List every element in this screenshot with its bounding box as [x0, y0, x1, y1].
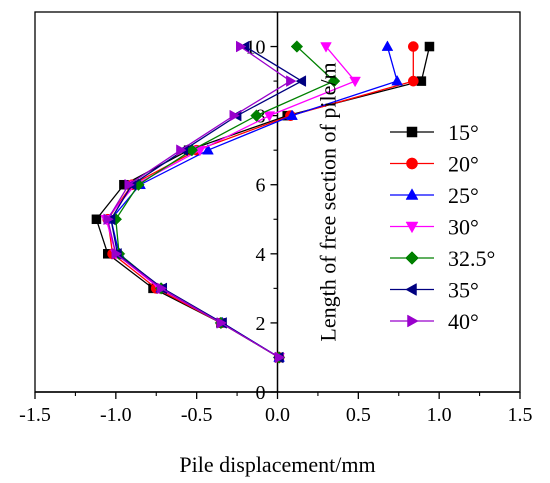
legend-item: 40°: [390, 309, 479, 334]
data-point: [176, 144, 187, 157]
legend-marker: [405, 188, 419, 200]
series-4: [109, 40, 341, 364]
data-point: [424, 41, 435, 52]
x-tick-label: -1.5: [19, 404, 51, 426]
data-point: [91, 214, 102, 225]
data-point: [236, 40, 247, 53]
legend-item: 15°: [390, 120, 479, 145]
legend-label: 35°: [448, 278, 479, 303]
series-line: [110, 45, 304, 359]
legend-item: 20°: [390, 152, 479, 177]
data-point: [349, 76, 361, 88]
legend-item: 30°: [390, 215, 479, 240]
data-point: [124, 178, 135, 191]
series-2: [105, 40, 403, 362]
x-axis: -1.5 -1.0 -0.5 0.0 0.5 1.0 1.5: [19, 391, 533, 426]
data-point: [156, 282, 168, 295]
legend-label: 25°: [448, 183, 479, 208]
x-tick-label: 1.5: [508, 404, 533, 426]
data-point: [327, 74, 341, 88]
legend-marker: [405, 251, 419, 265]
x-axis-title: Pile displacement/mm: [179, 452, 375, 477]
series-line: [107, 46, 292, 359]
y-axis: 0246810: [246, 11, 279, 404]
y-tick-label: 6: [256, 175, 266, 197]
data-point: [250, 109, 263, 122]
legend-marker: [405, 221, 419, 234]
data-point: [103, 213, 114, 226]
data-point: [391, 74, 403, 86]
legend-marker: [405, 283, 417, 296]
data-point: [216, 317, 228, 329]
data-point: [229, 109, 240, 122]
x-tick-label: -0.5: [181, 404, 213, 426]
data-point: [274, 351, 286, 364]
data-point: [320, 42, 332, 53]
x-tick-label: 1.0: [427, 404, 452, 426]
series-6: [103, 40, 297, 364]
series-line: [95, 46, 431, 359]
legend-label: 30°: [448, 215, 479, 240]
data-point: [286, 109, 298, 120]
y-tick-label: 0: [256, 382, 266, 404]
legend-item: 32.5°: [390, 246, 495, 271]
legend-label: 40°: [448, 309, 479, 334]
data-point: [407, 41, 419, 52]
series-line: [110, 46, 398, 359]
data-point: [381, 40, 394, 51]
y-tick-label: 2: [256, 313, 266, 335]
y-axis-title: Length of free section of pile/m: [316, 62, 341, 341]
data-point: [286, 75, 297, 87]
x-tick-label: -1.0: [100, 404, 132, 426]
legend-item: 25°: [390, 183, 479, 208]
legend-label: 15°: [448, 120, 479, 145]
legend-item: 35°: [390, 278, 479, 303]
legend-label: 32.5°: [448, 246, 495, 271]
data-point: [290, 40, 304, 53]
legend-label: 20°: [448, 152, 479, 177]
series-line: [115, 46, 336, 359]
data-point: [202, 144, 214, 155]
x-tick-label: 0.0: [265, 404, 290, 426]
legend-marker: [407, 314, 419, 328]
series-line: [107, 46, 414, 359]
legend-marker: [406, 157, 418, 170]
data-point: [111, 247, 122, 260]
data-point: [407, 75, 419, 87]
series-layer: [91, 40, 435, 364]
x-tick-label: 0.5: [346, 404, 371, 426]
legend: 15° 20° 25° 30° 32.5° 35° 40°: [390, 120, 495, 334]
legend-marker: [406, 126, 418, 138]
data-point: [295, 75, 307, 87]
data-point: [263, 111, 276, 122]
y-tick-label: 4: [256, 244, 266, 266]
